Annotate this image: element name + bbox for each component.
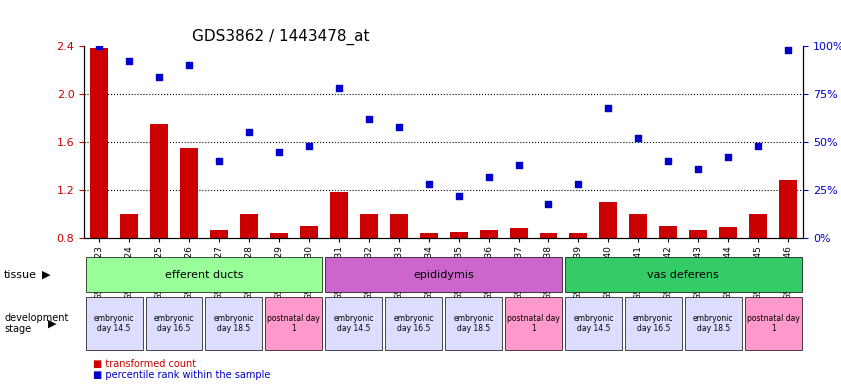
Text: postnatal day
1: postnatal day 1 [507,314,560,333]
Point [601,104,615,111]
Bar [330,192,347,334]
FancyBboxPatch shape [625,297,682,350]
FancyBboxPatch shape [445,297,502,350]
Bar [510,228,527,334]
Bar [690,230,707,334]
FancyBboxPatch shape [86,257,322,292]
FancyBboxPatch shape [385,297,442,350]
FancyBboxPatch shape [745,297,801,350]
Bar [479,230,498,334]
Point [212,158,225,164]
FancyBboxPatch shape [266,297,322,350]
Bar [270,233,288,334]
Bar [539,233,558,334]
Point [272,149,286,155]
Text: tissue: tissue [4,270,37,280]
Point [152,74,166,80]
Point [662,158,675,164]
FancyBboxPatch shape [145,297,203,350]
FancyBboxPatch shape [325,297,382,350]
Text: postnatal day
1: postnatal day 1 [267,314,320,333]
Text: postnatal day
1: postnatal day 1 [747,314,800,333]
Bar [420,233,437,334]
Point [482,174,495,180]
Point [752,143,765,149]
Bar [180,148,198,334]
FancyBboxPatch shape [565,257,801,292]
Text: embryonic
day 18.5: embryonic day 18.5 [453,314,494,333]
FancyBboxPatch shape [86,297,142,350]
Point [392,124,405,130]
Text: embryonic
day 16.5: embryonic day 16.5 [154,314,194,333]
Point [542,200,555,207]
Bar [360,214,378,334]
Bar [240,214,258,334]
FancyBboxPatch shape [565,297,621,350]
Point [182,62,196,68]
Point [632,135,645,141]
Point [122,58,135,65]
Text: ▶: ▶ [42,270,50,280]
Bar [629,214,648,334]
Text: embryonic
day 18.5: embryonic day 18.5 [693,314,733,333]
Bar [299,226,318,334]
FancyBboxPatch shape [505,297,562,350]
Bar [749,214,767,334]
FancyBboxPatch shape [205,297,262,350]
Bar [719,227,738,334]
Text: embryonic
day 14.5: embryonic day 14.5 [574,314,614,333]
Text: embryonic
day 14.5: embryonic day 14.5 [94,314,135,333]
Text: efferent ducts: efferent ducts [165,270,243,280]
Point [332,85,346,91]
Bar [450,232,468,334]
Point [242,129,256,136]
Point [781,47,795,53]
Bar [569,233,587,334]
Bar [150,124,168,334]
Text: development
stage: development stage [4,313,69,334]
Bar [120,214,138,334]
Point [691,166,705,172]
Point [452,193,465,199]
Point [362,116,375,122]
Bar [90,48,108,334]
FancyBboxPatch shape [685,297,742,350]
Bar [779,180,797,334]
Point [512,162,526,168]
Text: vas deferens: vas deferens [648,270,719,280]
Bar [210,230,228,334]
Bar [389,214,408,334]
Point [93,43,106,49]
Text: ■ transformed count: ■ transformed count [93,359,196,369]
Text: embryonic
day 16.5: embryonic day 16.5 [633,314,674,333]
Text: embryonic
day 14.5: embryonic day 14.5 [334,314,374,333]
Text: ▶: ▶ [48,318,56,329]
Text: ■ percentile rank within the sample: ■ percentile rank within the sample [93,370,270,380]
Text: embryonic
day 18.5: embryonic day 18.5 [214,314,254,333]
Text: GDS3862 / 1443478_at: GDS3862 / 1443478_at [192,28,369,45]
Point [572,181,585,187]
Point [722,154,735,161]
Bar [600,202,617,334]
Point [422,181,436,187]
Point [302,143,315,149]
FancyBboxPatch shape [325,257,562,292]
Text: embryonic
day 16.5: embryonic day 16.5 [394,314,434,333]
Bar [659,226,677,334]
Text: epididymis: epididymis [413,270,474,280]
